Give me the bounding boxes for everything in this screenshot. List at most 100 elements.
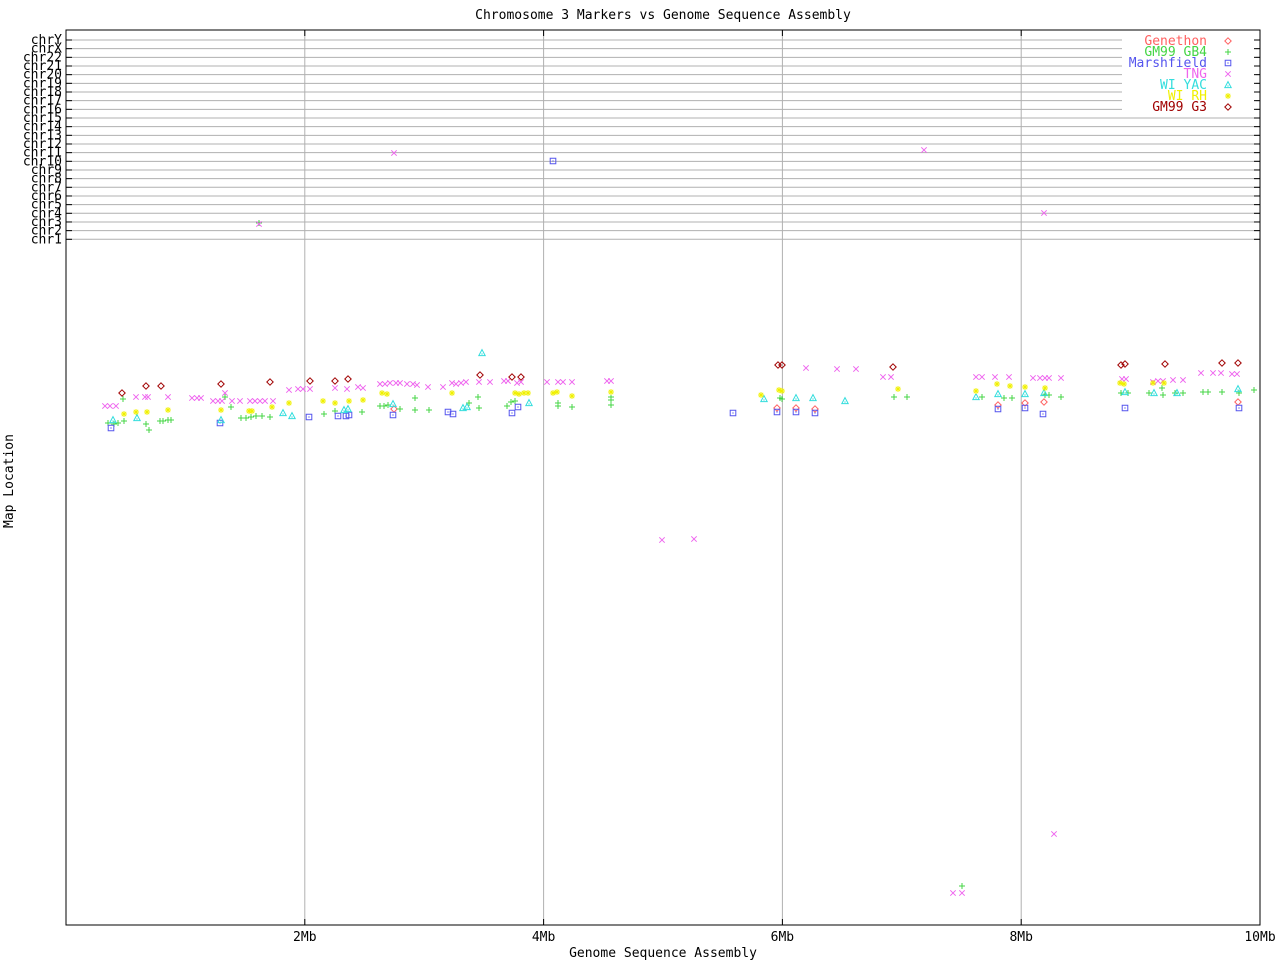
data-point	[132, 413, 142, 422]
data-point	[331, 384, 339, 392]
data-point	[690, 535, 698, 543]
data-point	[1218, 359, 1226, 367]
data-point	[1149, 388, 1159, 397]
y-tick-label: chr13	[23, 128, 62, 143]
data-point	[1122, 375, 1130, 383]
data-point	[390, 149, 398, 157]
data-point	[424, 383, 432, 391]
series-marshfield	[107, 157, 1243, 432]
data-point	[253, 413, 259, 419]
series-gm99-gb4	[105, 220, 1257, 889]
data-point	[1251, 387, 1257, 393]
data-point	[1235, 404, 1243, 412]
data-point	[808, 393, 818, 402]
data-point	[1042, 385, 1048, 391]
data-point	[774, 361, 782, 369]
data-point	[792, 404, 800, 412]
data-point	[376, 380, 384, 388]
data-point	[972, 373, 980, 381]
data-point	[477, 348, 487, 357]
data-point	[388, 399, 398, 408]
legend-marker-icon	[1224, 70, 1232, 78]
data-point	[840, 396, 850, 405]
data-point	[266, 378, 274, 386]
data-point	[1172, 388, 1182, 397]
data-point	[1121, 381, 1127, 387]
data-point	[889, 363, 897, 371]
data-point	[449, 410, 457, 418]
data-point	[559, 378, 567, 386]
data-point	[973, 388, 979, 394]
data-point	[259, 413, 265, 419]
data-point	[1146, 390, 1152, 396]
data-point	[306, 385, 314, 393]
data-point	[142, 382, 150, 390]
data-point	[475, 394, 481, 400]
data-point	[157, 382, 165, 390]
legend-label: GM99 GB4	[1144, 45, 1207, 60]
data-point	[514, 403, 522, 411]
data-point	[513, 379, 521, 387]
x-tick-label: 10Mb	[1244, 930, 1275, 945]
data-point	[165, 407, 171, 413]
data-point	[658, 536, 666, 544]
data-point	[1040, 398, 1048, 406]
data-point	[512, 390, 518, 396]
data-point	[218, 397, 226, 405]
data-point	[1045, 374, 1053, 382]
data-point	[448, 379, 456, 387]
y-tick-label: chr8	[31, 172, 62, 187]
data-point	[1120, 387, 1130, 396]
data-point	[508, 409, 516, 417]
legend-label: WI YAC	[1160, 78, 1207, 93]
data-point	[439, 383, 447, 391]
data-point	[359, 409, 365, 415]
data-point	[891, 394, 897, 400]
data-point	[1058, 394, 1064, 400]
data-point	[343, 404, 353, 413]
legend-label: Marshfield	[1129, 56, 1207, 71]
data-point	[949, 889, 957, 897]
data-point	[879, 373, 887, 381]
data-point	[287, 411, 297, 420]
data-point	[521, 390, 527, 396]
data-point	[107, 424, 115, 432]
data-point	[426, 407, 432, 413]
data-point	[550, 390, 556, 396]
data-point	[895, 386, 901, 392]
data-point	[524, 398, 534, 407]
data-point	[971, 392, 981, 401]
data-point	[397, 406, 403, 412]
data-point	[1005, 373, 1013, 381]
data-point	[508, 373, 516, 381]
data-point	[1219, 389, 1225, 395]
data-point	[811, 405, 819, 413]
legend-label: Genethon	[1144, 34, 1207, 49]
data-point	[141, 393, 149, 401]
y-tick-label: chr2	[31, 224, 62, 239]
data-point	[475, 378, 483, 386]
data-point	[1233, 370, 1241, 378]
y-tick-label: chr19	[23, 76, 62, 91]
data-point	[221, 389, 229, 397]
data-point	[1117, 361, 1125, 369]
data-point	[1029, 374, 1037, 382]
data-point	[978, 373, 986, 381]
data-point	[1217, 369, 1225, 377]
data-point	[106, 402, 114, 410]
plot-border	[65, 29, 1261, 926]
legend-label: TNG	[1184, 67, 1208, 82]
data-point	[444, 408, 452, 416]
data-point	[449, 390, 455, 396]
data-point	[255, 220, 263, 228]
data-point	[802, 364, 810, 372]
data-point	[779, 388, 785, 394]
data-point	[299, 385, 307, 393]
data-point	[887, 373, 895, 381]
data-point	[607, 377, 615, 385]
data-point	[412, 395, 418, 401]
legend-marker-icon	[1225, 49, 1231, 55]
x-tick-label: 4Mb	[532, 930, 556, 945]
y-tick-label: chr20	[23, 68, 62, 83]
